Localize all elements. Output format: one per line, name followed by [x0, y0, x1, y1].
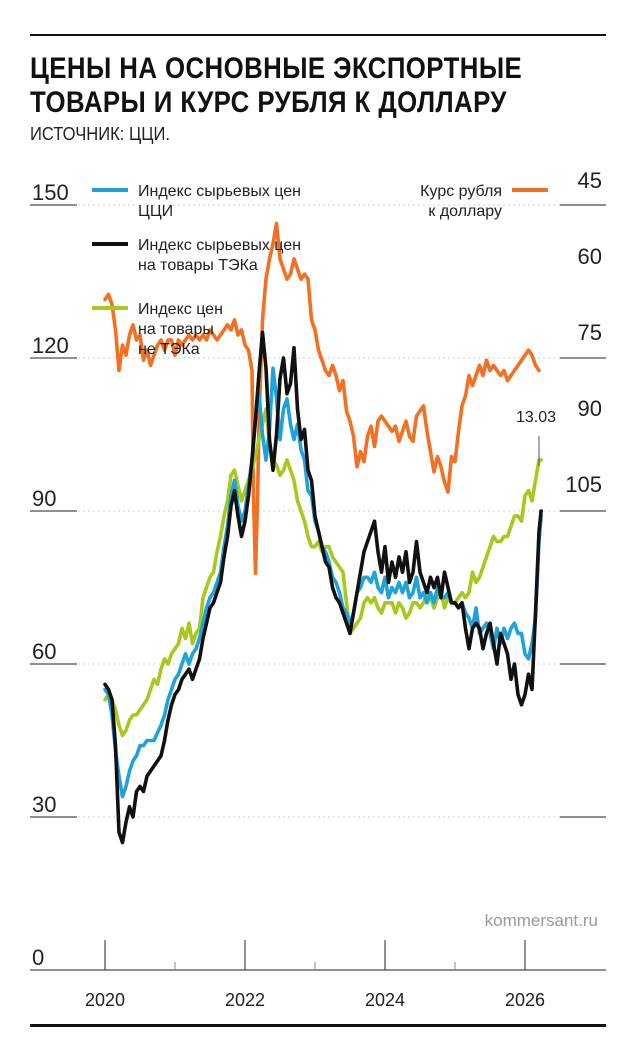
legend-label-nonfuel-0: Индекс цен — [138, 301, 223, 318]
bottom-rule — [30, 1024, 606, 1027]
legend-label-cci-1: ЦЦИ — [138, 203, 173, 220]
x-tick-label-2026: 2026 — [505, 990, 545, 1010]
y-tick-label-left-60: 60 — [32, 639, 56, 664]
series-line-cci — [103, 366, 543, 799]
legend-label-rub-1: к доллару — [428, 203, 502, 220]
legend-label-fuel-1: на товары ТЭКа — [138, 257, 258, 274]
x-tick-label-2020: 2020 — [85, 990, 125, 1010]
legend-label-nonfuel-2: не ТЭКа — [138, 341, 200, 358]
y-tick-label-right-45: 45 — [578, 168, 602, 193]
legend: Индекс сырьевых цен на товары ТЭКа Индекс … — [92, 183, 548, 358]
label-layer: 0 30 60 90 120 150 45 60 75 90 105 2020 2022 2024 2026… — [32, 168, 602, 1010]
y-tick-label-left-0: 0 — [32, 945, 44, 970]
y-tick-label-left-150: 150 — [32, 180, 69, 205]
chart-title: ЦЕНЫ НА ОСНОВНЫЕ ЭКСПОРТНЫЕ ТОВАРЫ И КУР… — [30, 52, 537, 120]
chart-title-line-1: ЦЕНЫ НА ОСНОВНЫЕ ЭКСПОРТНЫЕ — [30, 52, 523, 85]
annotation-label: 13.03 — [516, 409, 556, 426]
grid-layer — [30, 204, 606, 971]
legend-label-cci-0: Индекс сырьевых цен — [138, 183, 301, 200]
legend-label-rub-0: Курс рубля — [420, 183, 502, 200]
legend-label-nonfuel-1: на товары — [138, 321, 214, 338]
y-tick-label-right-60: 60 — [578, 244, 602, 269]
x-tick-label-2024: 2024 — [365, 990, 405, 1010]
series-layer — [103, 221, 543, 845]
brand-label: kommersant.ru — [485, 911, 598, 930]
legend-label-fuel-0: Индекс сырьевых цен — [138, 237, 301, 254]
y-tick-label-right-105: 105 — [565, 472, 602, 497]
chart-title-line-2: ТОВАРЫ И КУРС РУБЛЯ К ДОЛЛАРУ — [30, 86, 507, 119]
series-line-rub — [103, 221, 541, 576]
y-tick-label-right-90: 90 — [578, 396, 602, 421]
top-rule — [30, 34, 606, 36]
y-tick-label-right-75: 75 — [578, 320, 602, 345]
x-tick-label-2022: 2022 — [225, 990, 265, 1010]
y-tick-label-left-120: 120 — [32, 333, 69, 358]
series-line-fuel — [103, 330, 543, 845]
source-note: ИСТОЧНИК: ЦЦИ. — [30, 124, 170, 144]
y-tick-label-left-90: 90 — [32, 486, 56, 511]
y-tick-label-left-30: 30 — [32, 792, 56, 817]
series-line-nonfuel — [103, 407, 543, 738]
